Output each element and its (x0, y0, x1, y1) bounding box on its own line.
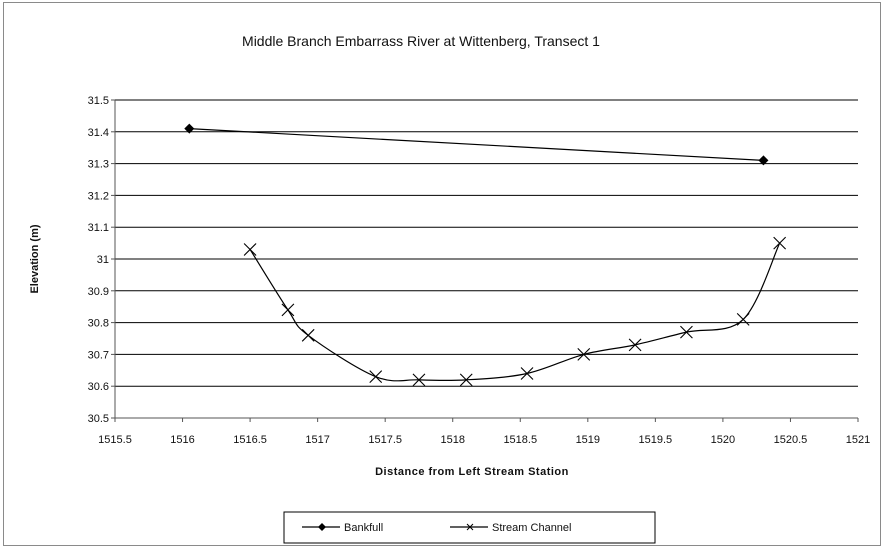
y-tick-label: 30.9 (88, 286, 109, 298)
stream-channel-point (577, 348, 591, 361)
x-mark-icon (466, 523, 474, 531)
x-tick-label: 1520.5 (774, 434, 808, 446)
x-axis-title: Distance from Left Stream Station (375, 466, 569, 478)
y-tick-label: 30.8 (88, 318, 109, 330)
y-tick-label: 30.5 (88, 413, 109, 425)
x-tick-label: 1521 (846, 434, 870, 446)
x-tick-label: 1515.5 (98, 434, 132, 446)
grid-lines (115, 99, 858, 419)
series-line (249, 242, 781, 382)
stream-channel-point (773, 236, 787, 250)
y-tick-label: 30.7 (88, 349, 109, 361)
chart-title: Middle Branch Embarrass River at Wittenb… (242, 33, 600, 49)
stream-channel-point (459, 373, 473, 387)
x-tick-label: 1518 (440, 434, 464, 446)
legend: Bankfull Stream Channel (283, 511, 656, 544)
y-tick-label: 31.5 (88, 95, 109, 107)
y-axis-title: Elevation (m) (29, 224, 41, 293)
series-layer (184, 123, 787, 387)
stream-channel-point (243, 243, 257, 256)
legend-label: Stream Channel (492, 522, 572, 534)
x-tick-label: 1519.5 (639, 434, 673, 446)
x-tick-label: 1519 (576, 434, 600, 446)
x-tick-label: 1518.5 (503, 434, 537, 446)
bankfull-point (184, 123, 195, 134)
stream-channel-point (680, 325, 693, 339)
stream-channel-point (520, 367, 534, 380)
legend-item: Bankfull (302, 522, 383, 534)
chart-frame: Middle Branch Embarrass River at Wittenb… (3, 2, 881, 546)
x-tick-label: 1517 (305, 434, 329, 446)
legend-item: Stream Channel (450, 522, 572, 534)
legend-label: Bankfull (344, 522, 383, 534)
y-tick-label: 31.2 (88, 190, 109, 202)
y-tick-label: 31.4 (88, 127, 109, 139)
y-axis-ticks: 30.5 30.6 30.7 30.8 30.9 31 31.1 31.2 31.3 31.4 31… (88, 95, 115, 425)
stream-channel-point (369, 370, 383, 384)
stream-channel-point (736, 313, 750, 326)
series-stream-channel (243, 236, 787, 387)
series-line (189, 128, 764, 162)
y-tick-label: 30.6 (88, 381, 109, 393)
stream-channel-point (281, 303, 295, 317)
y-tick-label: 31.1 (88, 222, 109, 234)
x-tick-label: 1517.5 (368, 434, 402, 446)
y-tick-label: 31.3 (88, 159, 109, 171)
stream-channel-point (628, 338, 642, 352)
x-tick-label: 1516.5 (233, 434, 267, 446)
x-tick-label: 1516 (170, 434, 194, 446)
x-tick-label: 1520 (711, 434, 735, 446)
x-axis-ticks: 1515.5 1516 1516.5 1517 1517.5 1518 1518.5 1519… (98, 418, 870, 446)
stream-channel-point (301, 328, 315, 342)
stream-channel-point (412, 373, 426, 387)
series-bankfull (184, 123, 769, 166)
diamond-icon (318, 523, 326, 531)
y-tick-label: 31 (97, 254, 109, 266)
bankfull-point (758, 155, 769, 166)
chart: Middle Branch Embarrass River at Wittenb… (29, 33, 870, 544)
